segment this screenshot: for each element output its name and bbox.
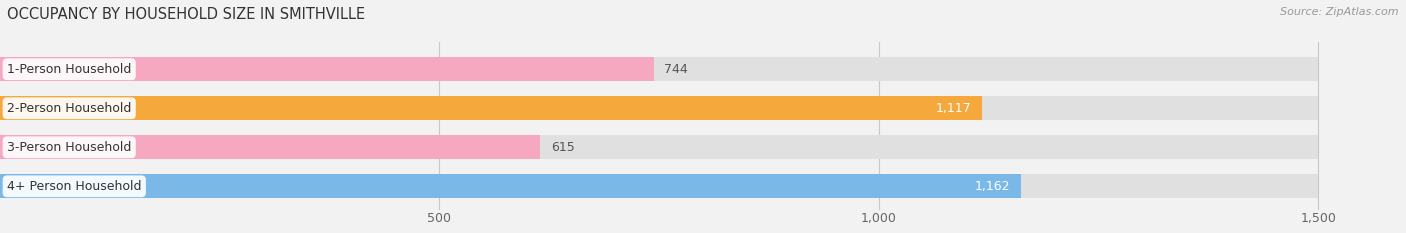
Text: 1-Person Household: 1-Person Household [7,63,131,76]
Bar [0,96,981,120]
Text: 1,162: 1,162 [976,180,1011,193]
Bar [0,96,1319,120]
Text: 4+ Person Household: 4+ Person Household [7,180,142,193]
Text: 615: 615 [551,141,575,154]
Bar [0,174,1021,198]
Text: Source: ZipAtlas.com: Source: ZipAtlas.com [1281,7,1399,17]
Text: 3-Person Household: 3-Person Household [7,141,131,154]
Text: 1,117: 1,117 [935,102,972,115]
Bar [0,57,1319,81]
Text: 744: 744 [665,63,688,76]
Bar [0,135,1319,159]
Text: 2-Person Household: 2-Person Household [7,102,131,115]
Bar [0,135,540,159]
Bar [0,174,1319,198]
Bar [0,57,654,81]
Text: OCCUPANCY BY HOUSEHOLD SIZE IN SMITHVILLE: OCCUPANCY BY HOUSEHOLD SIZE IN SMITHVILL… [7,7,366,22]
